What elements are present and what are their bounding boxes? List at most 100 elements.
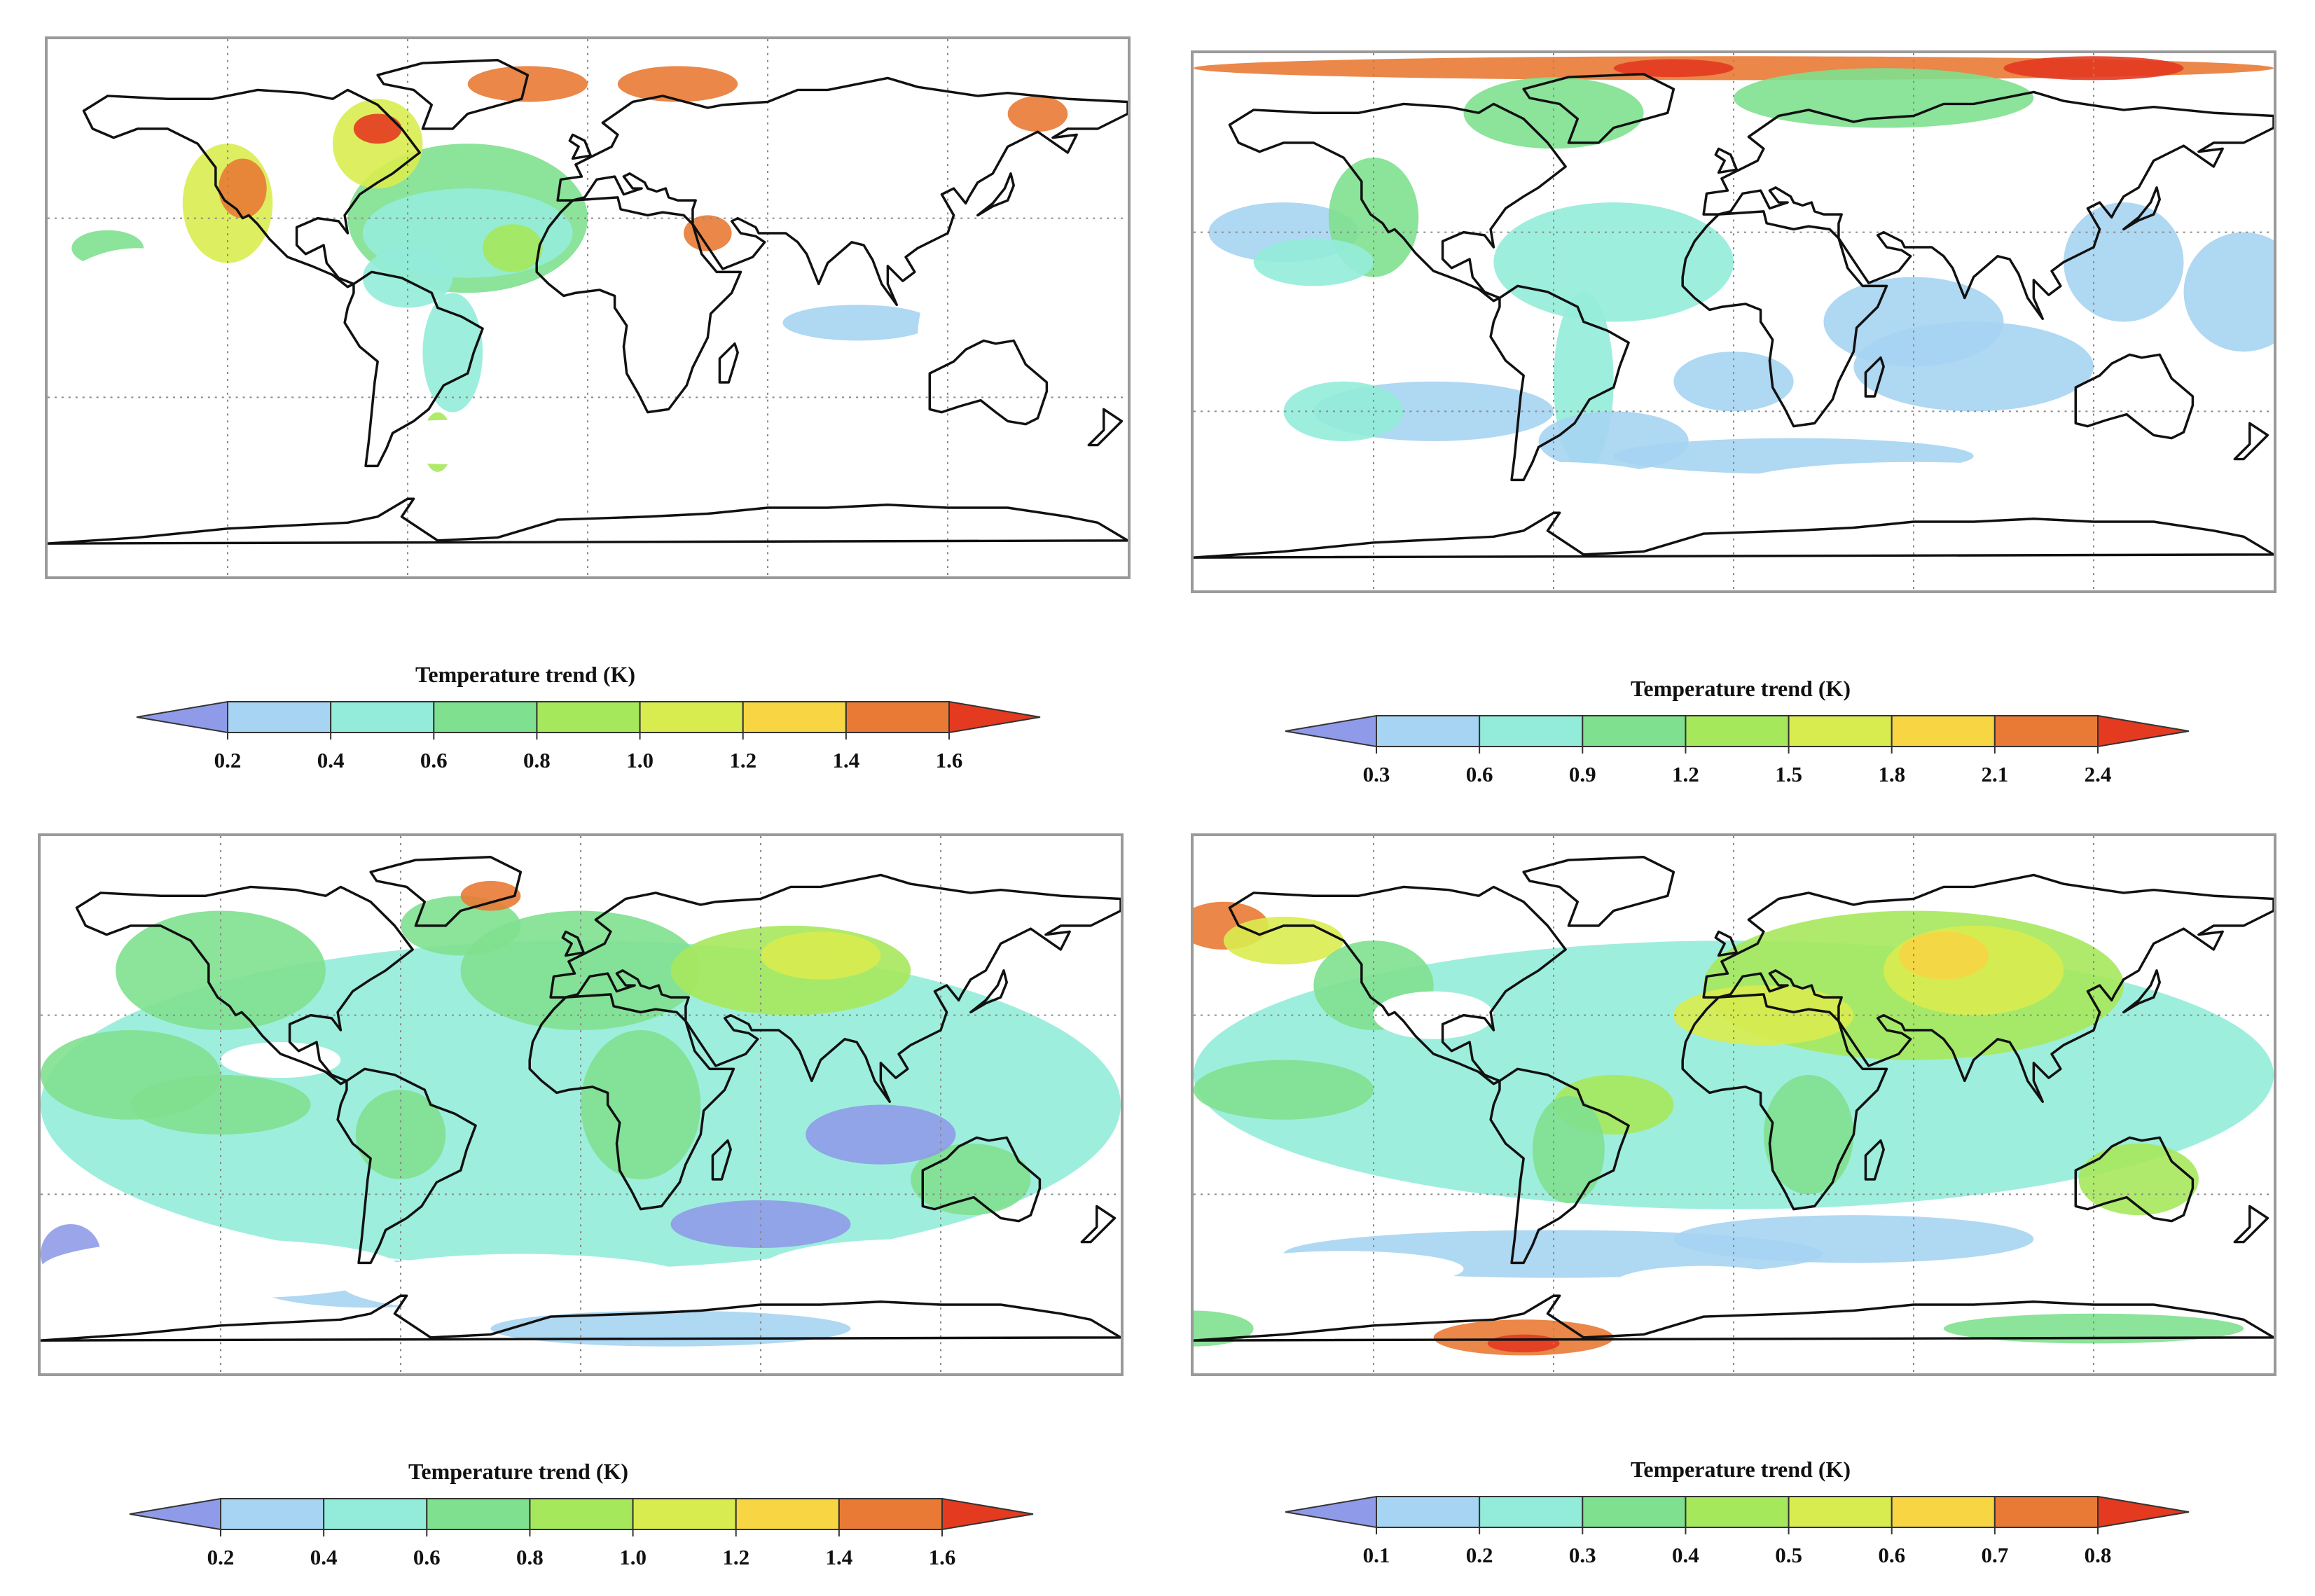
colorbar: 0.2 0.4 0.6 0.8 1.0 1.2 1.4 1.6 xyxy=(129,1497,1034,1569)
colorbar-tick-label: 0.6 xyxy=(413,1545,441,1569)
trend-region xyxy=(1898,931,1989,980)
trend-region xyxy=(1493,202,1734,322)
insignificant-region xyxy=(1914,1265,2214,1302)
trend-region xyxy=(1253,238,1374,286)
trend-region xyxy=(1853,321,2094,412)
insignificant-region xyxy=(1433,462,1674,510)
colorbar-tick-label: 0.2 xyxy=(1466,1543,1493,1567)
coastline-eurasia xyxy=(1702,90,2274,320)
colorbar-tick-label: 2.4 xyxy=(2085,762,2112,786)
trend-region xyxy=(116,910,326,1030)
colorbar-segment xyxy=(639,701,744,733)
colorbar-title: Temperature trend (K) xyxy=(1630,676,1851,701)
colorbar-tick-label: 1.2 xyxy=(729,748,756,772)
colorbar-segment xyxy=(1376,715,1481,747)
coastline-nz xyxy=(1080,1205,1117,1244)
colorbar-left-arrow xyxy=(129,1497,221,1531)
coastline-greenland xyxy=(1522,856,1675,927)
coastline-northAmerica xyxy=(1228,885,1567,1085)
colorbar-segment xyxy=(330,701,435,733)
colorbar-right-arrow xyxy=(2097,714,2190,748)
colorbar-tick-label: 0.4 xyxy=(310,1545,338,1569)
coastline-greenland xyxy=(369,856,523,927)
colorbar-tick-label: 2.1 xyxy=(1981,762,2008,786)
coastline-southAmerica xyxy=(1489,284,1630,482)
colorbar-right-arrow xyxy=(941,1497,1034,1531)
colorbar-title: Temperature trend (K) xyxy=(415,662,636,687)
trend-region xyxy=(1283,381,1404,441)
trend-region xyxy=(1673,1215,2034,1263)
colorbar-tick-label: 1.2 xyxy=(1672,762,1699,786)
coastline-uk xyxy=(561,930,586,957)
trend-region xyxy=(684,215,732,251)
colorbar-tick-label: 0.8 xyxy=(523,748,551,772)
insignificant-region xyxy=(1734,856,1914,905)
coastline-southAmerica xyxy=(1489,1067,1630,1265)
insignificant-region xyxy=(257,418,858,466)
colorbar-tick-label: 0.6 xyxy=(420,748,448,772)
coastline-madagascar xyxy=(711,1139,732,1181)
colorbar-segment xyxy=(323,1498,428,1530)
colorbar-tick-label: 0.8 xyxy=(2085,1543,2112,1567)
trend-region xyxy=(219,158,267,218)
trend-region xyxy=(490,1310,851,1347)
coastline-antarctica xyxy=(1194,511,2274,559)
colorbar-left-arrow xyxy=(1285,1495,1377,1529)
colorbar-tick-label: 0.7 xyxy=(1981,1543,2008,1567)
insignificant-region xyxy=(918,218,1128,457)
trend-region xyxy=(460,910,701,1030)
colorbar-tick-label: 1.4 xyxy=(825,1545,852,1569)
world-map xyxy=(1194,836,2274,1373)
colorbar-tick-label: 0.4 xyxy=(1672,1543,1699,1567)
insignificant-region xyxy=(1223,1251,1464,1287)
colorbar-segment xyxy=(1685,715,1790,747)
insignificant-region xyxy=(1613,1265,1794,1302)
trend-region xyxy=(353,113,402,144)
insignificant-region xyxy=(221,1042,341,1078)
trend-region xyxy=(460,880,521,911)
colorbar-tick-label: 0.3 xyxy=(1569,1543,1596,1567)
colorbar-segment xyxy=(1582,1496,1687,1528)
trend-region xyxy=(1463,77,1644,149)
trend-region xyxy=(581,1029,701,1180)
trend-region xyxy=(1734,68,2034,128)
coastline-eurasia xyxy=(556,76,1128,306)
colorbar-tick-label: 0.4 xyxy=(317,748,345,772)
trend-region xyxy=(2064,202,2184,322)
colorbar-tick-label: 1.4 xyxy=(832,748,859,772)
coastline-antarctica xyxy=(41,1294,1121,1342)
colorbar-tick-label: 0.8 xyxy=(516,1545,544,1569)
colorbar-tick-label: 0.6 xyxy=(1878,1543,1905,1567)
trend-region xyxy=(1533,1095,1605,1204)
map-frame xyxy=(38,833,1124,1376)
world-map xyxy=(1194,53,2274,590)
coastline-southAmerica xyxy=(336,1067,477,1265)
trend-region xyxy=(362,248,453,308)
world-map xyxy=(41,836,1121,1373)
coastline-madagascar xyxy=(718,342,739,384)
insignificant-region xyxy=(1374,991,1494,1039)
colorbar-tick-label: 0.5 xyxy=(1775,1543,1802,1567)
trend-region xyxy=(1007,95,1068,132)
coastline-nz xyxy=(2233,1205,2269,1244)
colorbar-segment xyxy=(1788,1496,1893,1528)
colorbar-title: Temperature trend (K) xyxy=(1630,1457,1851,1482)
trend-region xyxy=(617,66,738,102)
coastline-australia xyxy=(2074,1136,2195,1223)
trend-region xyxy=(2078,1143,2199,1216)
colorbar-segment xyxy=(742,701,847,733)
trend-region xyxy=(806,1104,956,1165)
coastline-greenland xyxy=(1522,73,1675,144)
trend-region xyxy=(761,931,881,980)
colorbar-segment xyxy=(1376,1496,1481,1528)
map-frame xyxy=(1191,50,2276,593)
colorbar-tick-label: 1.0 xyxy=(626,748,654,772)
coastline-australia xyxy=(921,1136,1042,1223)
coastline-uk xyxy=(1714,930,1739,957)
colorbar-segment xyxy=(536,701,641,733)
world-map xyxy=(48,39,1128,576)
colorbar-tick-label: 0.2 xyxy=(207,1545,235,1569)
coastline-africa xyxy=(1681,210,1888,428)
colorbar-segment xyxy=(1891,1496,1996,1528)
colorbar-segment xyxy=(227,701,332,733)
